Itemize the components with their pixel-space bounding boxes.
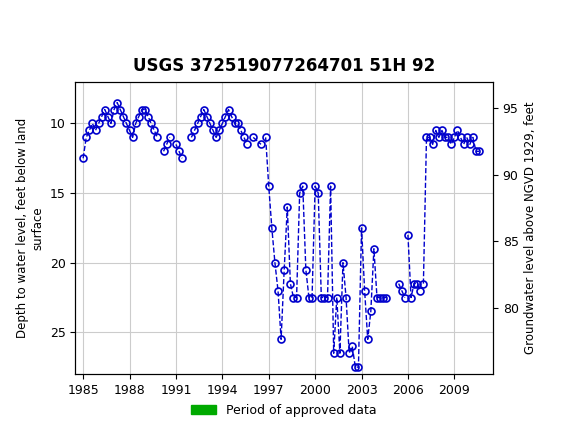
Title: USGS 372519077264701 51H 92: USGS 372519077264701 51H 92 <box>133 57 436 74</box>
Y-axis label: Groundwater level above NGVD 1929, feet: Groundwater level above NGVD 1929, feet <box>524 101 537 354</box>
Text: █USGS: █USGS <box>12 15 70 37</box>
Y-axis label: Depth to water level, feet below land
surface: Depth to water level, feet below land su… <box>16 118 44 338</box>
Legend: Period of approved data: Period of approved data <box>186 399 382 422</box>
